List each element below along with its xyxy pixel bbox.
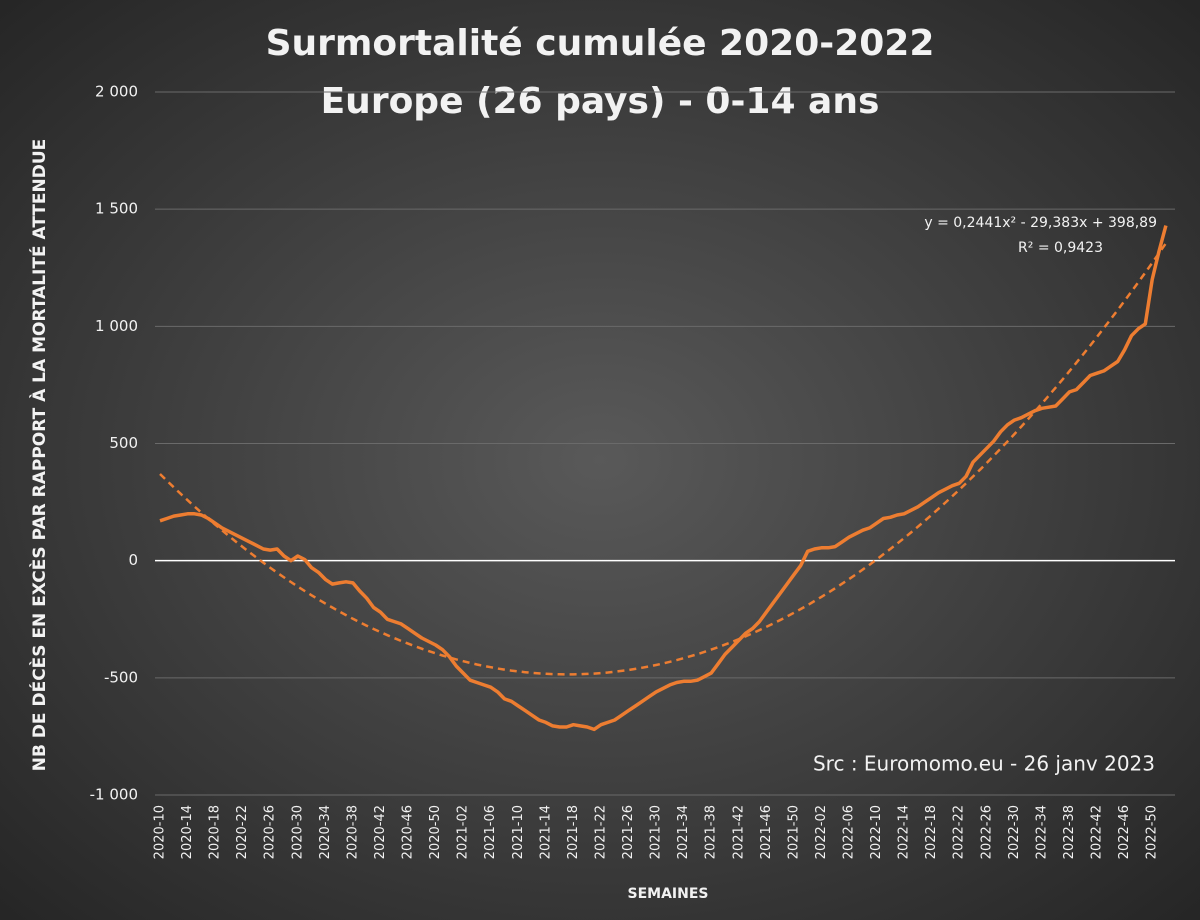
x-tick-label: 2020-26	[263, 805, 278, 859]
x-tick-label: 2022-46	[1117, 805, 1132, 859]
x-tick-label: 2022-38	[1062, 805, 1077, 859]
chart-title: Surmortalité cumulée 2020-2022	[266, 23, 935, 64]
x-tick-label: 2021-18	[566, 805, 581, 859]
x-tick-label: 2022-06	[842, 805, 857, 859]
x-tick-label: 2021-06	[483, 805, 498, 859]
y-tick-label: -500	[104, 668, 138, 686]
chart-subtitle: Europe (26 pays) - 0-14 ans	[321, 81, 880, 122]
x-tick-label: 2022-22	[952, 805, 967, 859]
x-tick-label: 2020-22	[235, 805, 250, 859]
x-tick-label: 2020-14	[180, 805, 195, 859]
x-tick-label: 2020-42	[373, 805, 388, 859]
trend-equation: y = 0,2441x² - 29,383x + 398,89	[924, 215, 1157, 231]
x-tick-label: 2021-14	[538, 805, 553, 859]
x-tick-label: 2020-50	[428, 805, 443, 859]
x-tick-label: 2021-02	[456, 805, 471, 859]
y-tick-label: -1 000	[90, 786, 138, 804]
x-tick-label: 2020-46	[401, 805, 416, 859]
x-tick-label: 2021-42	[731, 805, 746, 859]
x-tick-label: 2021-38	[704, 805, 719, 859]
x-tick-label: 2020-18	[208, 805, 223, 859]
y-tick-label: 0	[128, 551, 138, 569]
x-tick-label: 2021-26	[621, 805, 636, 859]
x-tick-label: 2021-50	[786, 805, 801, 859]
x-tick-label: 2020-34	[318, 805, 333, 859]
x-tick-label: 2022-18	[924, 805, 939, 859]
x-tick-label: 2021-46	[759, 805, 774, 859]
y-tick-label: 1 000	[95, 317, 138, 335]
x-tick-label: 2022-14	[897, 805, 912, 859]
x-tick-label: 2020-10	[153, 805, 168, 859]
y-tick-label: 500	[109, 434, 138, 452]
y-tick-label: 2 000	[95, 83, 138, 101]
data-line	[159, 225, 1168, 732]
x-tick-label: 2022-30	[1007, 805, 1022, 859]
x-tick-label: 2022-42	[1090, 805, 1105, 859]
x-tick-label: 2022-26	[979, 805, 994, 859]
source-note: Src : Euromomo.eu - 26 janv 2023	[813, 752, 1155, 776]
x-tick-label: 2020-38	[345, 805, 360, 859]
x-tick-label: 2021-10	[511, 805, 526, 859]
y-axis-label: NB DE DÉCÈS EN EXCÈS PAR RAPPORT À LA MO…	[28, 139, 50, 772]
x-tick-label: 2021-22	[593, 805, 608, 859]
x-tick-label: 2022-34	[1034, 805, 1049, 859]
x-tick-label: 2021-34	[676, 805, 691, 859]
trend-r2: R² = 0,9423	[1018, 240, 1103, 256]
x-axis-label: SEMAINES	[628, 886, 709, 902]
x-tick-label: 2022-02	[814, 805, 829, 859]
x-tick-label: 2021-30	[649, 805, 664, 859]
trend-line	[159, 242, 1167, 676]
x-tick-label: 2020-30	[290, 805, 305, 859]
y-tick-label: 1 500	[95, 200, 138, 218]
x-tick-label: 2022-50	[1145, 805, 1160, 859]
x-tick-label: 2022-10	[869, 805, 884, 859]
